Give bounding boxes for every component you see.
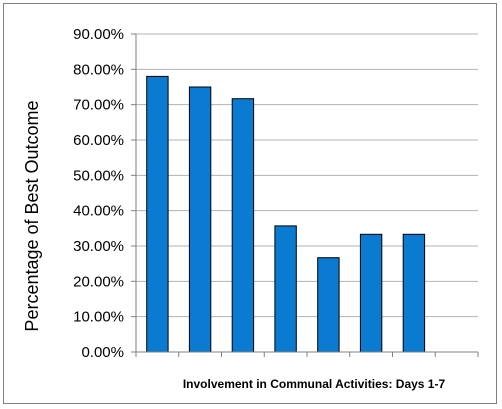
bars — [146, 75, 426, 353]
bar-1 — [146, 75, 169, 353]
bar-5 — [317, 257, 340, 353]
bar-2 — [188, 86, 212, 353]
gridlines — [136, 33, 478, 318]
axes — [131, 33, 479, 357]
y-tick-label: 0.00% — [81, 344, 124, 361]
y-tick-label: 50.00% — [73, 167, 124, 184]
y-tick-label: 10.00% — [73, 309, 124, 326]
y-tick-label: 20.00% — [73, 273, 124, 290]
y-tick-labels: 0.00% 10.00% 20.00% 30.00% 40.00% 50.00% 60.00… — [73, 26, 124, 361]
bar-6 — [359, 233, 383, 353]
y-tick-label: 30.00% — [73, 238, 124, 255]
y-tick-label: 70.00% — [73, 97, 124, 114]
bar-7 — [402, 233, 426, 353]
y-tick-label: 90.00% — [73, 26, 124, 43]
x-axis-title: Involvement in Communal Activities: Days… — [183, 377, 446, 391]
y-axis-title: Percentage of Best Outcome — [22, 100, 42, 331]
bar-3 — [231, 98, 255, 353]
y-tick-label: 80.00% — [73, 61, 124, 78]
y-tick-label: 60.00% — [73, 132, 124, 149]
bar-4 — [274, 225, 297, 353]
y-tick-label: 40.00% — [73, 203, 124, 220]
